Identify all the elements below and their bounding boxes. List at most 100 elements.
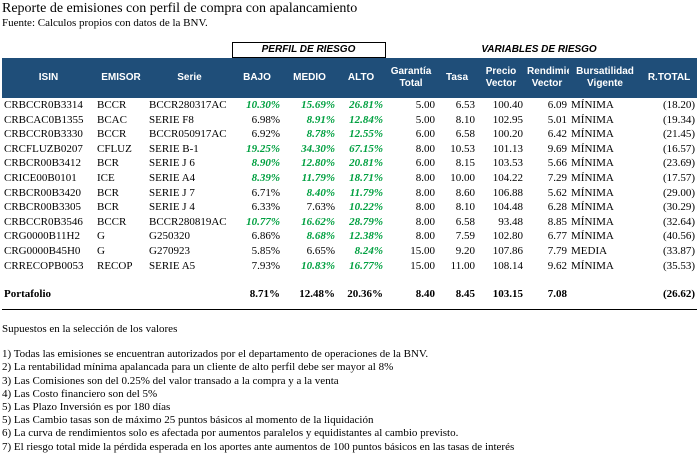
cell: BCAC [97,113,127,126]
column-header: Precio Vector [477,57,526,98]
cell: (32.64) [662,215,696,228]
cell: CRCFLUZB0207 [4,142,83,155]
cell: 6.09 [547,99,568,111]
cell: 6.98% [251,113,280,126]
cell: 67.15% [349,142,384,155]
cell: 16.77% [349,259,384,272]
cell: 28.79% [349,215,384,228]
column-header: Serie [147,57,232,98]
table-row: CRBCR00B3420 BCR SERIE J 7 6.71% 8.40% 11.79%… [2,186,697,201]
table-row: CRBCR00B3412 BCR SERIE J 6 8.90% 12.80% 20.81… [2,156,697,171]
cell: (21.45) [662,128,696,141]
note-item: 1) Todas las emisiones se encuentran aut… [2,348,429,361]
cell: SERIE J 4 [149,201,195,214]
table-row: CRRECOPB0053 RECOP SERIE A5 7.93% 10.83% 16.7… [2,259,697,274]
cell: 104.22 [492,171,524,184]
cell: BCCR050917AC [149,128,227,141]
column-header: R.TOTAL [641,57,698,98]
cell: 20.81% [349,157,384,170]
spacer [385,43,437,58]
cell: 8.00 [415,215,436,228]
total-cell: 20.36% [337,273,386,311]
cell: 10.77% [246,215,280,228]
cell: (19.34) [662,113,696,126]
cell: 34.30% [301,142,335,155]
cell: MÍNIMA [571,99,614,111]
cell: 12.80% [301,157,335,170]
cell: 12.55% [349,128,384,141]
empty-cell [569,273,642,311]
total-cell: 103.15 [477,273,526,311]
cell: MÍNIMA [571,157,614,170]
note-item: 4) Las Costo financiero son del 5% [2,387,158,400]
cell: CRG0000B11H2 [4,230,80,243]
notes: Supuestos en la selección de los valores… [2,323,522,455]
total-cell: 8.40 [385,273,438,311]
note-item: 7) El riesgo total mide la pérdida esper… [2,440,515,455]
cell: BCR [97,157,120,170]
cell: MÍNIMA [571,259,614,272]
cell: 8.00 [415,171,436,184]
cell: 11.79% [349,186,384,199]
cell: CRBCAC0B1355 [4,113,84,126]
cell: SERIE A5 [149,259,196,272]
cell: 8.00 [415,186,436,199]
cell: 9.20 [455,244,476,257]
cell: MÍNIMA [571,128,614,141]
cell: 106.88 [492,186,524,199]
cell: CRBCCR0B3330 [4,128,83,141]
cell: 19.25% [246,142,280,155]
cell: 8.10 [455,113,476,126]
table-row: CRG0000B11H2 G G250320 6.86% 8.68% 12.38% 8.00… [2,229,697,244]
cell: CRBCR00B3412 [4,157,82,170]
cell: 8.10 [455,201,476,214]
cell: (16.57) [662,142,696,155]
total-cell: 7.08 [525,273,570,311]
cell: 10.53 [450,142,476,155]
table-row: CRBCAC0B1355 BCAC SERIE F8 6.98% 8.91% 12.84%… [2,113,697,128]
cell: 15.00 [410,244,436,257]
cell: (35.53) [662,259,696,272]
table-row: CRBCCR0B3546 BCCR BCCR280819AC 10.77% 16.62%… [2,215,697,230]
cell: 6.77 [547,230,568,243]
spacer [641,43,697,58]
cell: 8.39% [251,171,280,184]
cell: CRG0000B45H0 [4,244,81,257]
column-header: Garantía Total [385,57,438,98]
cell: 6.71% [251,186,280,199]
cell: 6.53 [455,99,476,111]
cell: 102.95 [492,113,524,126]
cell: (30.29) [662,201,696,214]
cell: (18.20) [662,99,696,111]
cell: 12.84% [349,113,384,126]
cell: SERIE B-1 [149,142,199,155]
cell: CRBCCR0B3314 [4,99,83,111]
cell: ICE [97,171,115,184]
cell: 10.00 [450,171,476,184]
cell: 15.69% [301,99,335,111]
cell: MEDIA [571,244,608,257]
cell: 8.00 [415,142,436,155]
cell: 8.68% [306,230,335,243]
cell: 15.00 [410,259,436,272]
cell: G [97,230,105,243]
cell: (33.87) [662,244,696,257]
cell: 104.48 [492,201,524,214]
cell: 10.83% [301,259,335,272]
cell: 7.93% [251,259,280,272]
cell: SERIE J 7 [149,186,195,199]
cell: 8.91% [306,113,335,126]
cell: 100.20 [492,128,524,141]
cell: 8.00 [415,201,436,214]
source: Fuente: Calculos propios con datos de la… [2,17,208,29]
cell: 5.85% [251,244,280,257]
cell: 16.62% [301,215,335,228]
cell: 18.71% [349,171,384,184]
total-cell: (26.62) [641,273,698,311]
cell: 6.28 [547,201,568,214]
cell: MÍNIMA [571,142,614,155]
table-row: CRG0000B45H0 G G270923 5.85% 6.65% 8.24% 15.00… [2,244,697,259]
cell: 6.00 [415,128,436,141]
cell: CRBCR00B3305 [4,201,82,214]
